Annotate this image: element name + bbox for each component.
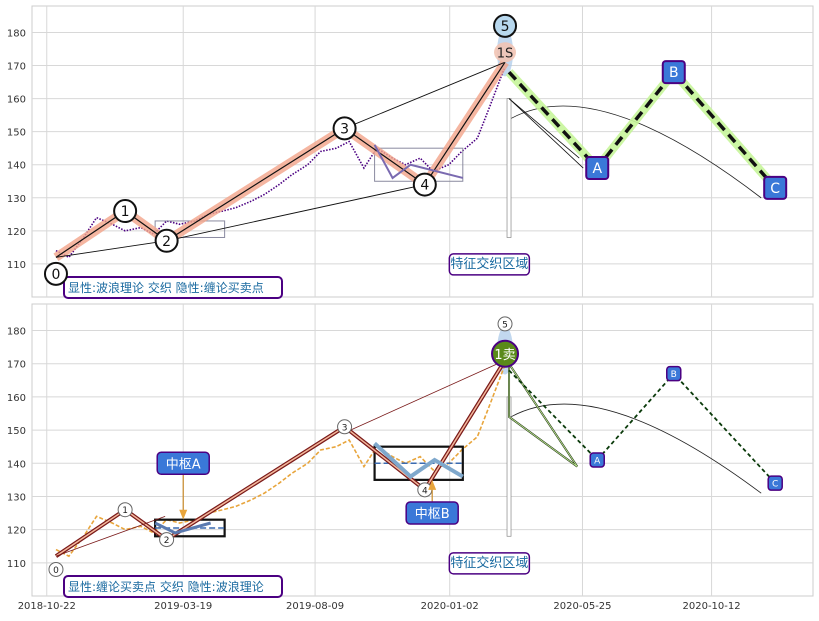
top-plot-area: [31, 5, 814, 298]
bottom-wave-channel: [55, 515, 166, 557]
top-feature-bar: [506, 98, 512, 238]
top-projection-arc: [510, 105, 762, 199]
bottom-region-label-box: [448, 552, 531, 575]
bottom-ytick-label: 140: [7, 459, 26, 470]
bottom-annotation-text: 显性:缠论买卖点 交织 隐性:波浪理论: [68, 579, 264, 594]
top-marker-label-1s: 1S: [497, 46, 514, 61]
bottom-wave-channel-b: [344, 360, 506, 434]
bottom-abc-label-A: A: [594, 456, 601, 466]
top-marker-2: [154, 228, 179, 253]
bottom-zhongshu-b-arrowhead: [428, 479, 437, 490]
bottom-ytick-label: 110: [7, 559, 26, 570]
bottom-xtick-label: 2020-01-02: [421, 601, 479, 612]
top-marker-3: [332, 116, 357, 141]
bottom-sub-wave-b: [373, 441, 464, 480]
bottom-zhongshu-a-box: [156, 451, 210, 476]
top-price-series: [55, 68, 505, 259]
bottom-ytick-label: 160: [7, 393, 26, 404]
bottom-marker-label-4: 4: [422, 486, 428, 496]
bottom-xtick-label: 2019-03-19: [154, 601, 212, 612]
top-ytick-label: 180: [7, 28, 26, 39]
top-ytick-label: 150: [7, 128, 26, 139]
top-sub-wave: [373, 144, 464, 180]
bottom-sell-triangle-inner: [508, 362, 578, 467]
top-marker-label-3: 3: [340, 121, 349, 137]
bottom-abc-box-C: [767, 475, 783, 491]
bottom-ytick-label: 180: [7, 327, 26, 338]
bottom-marker-0: [48, 561, 64, 577]
bottom-sell-label: 1卖: [494, 348, 515, 363]
bottom-ytick-label: 120: [7, 526, 26, 537]
bottom-marker-1: [117, 502, 133, 518]
top-abc-label-C: C: [770, 181, 780, 197]
bottom-abc-box-A: [589, 452, 605, 468]
bottom-abc-label-B: B: [671, 370, 677, 380]
bottom-marker-label-2: 2: [164, 536, 170, 546]
top-marker-5: [493, 13, 518, 38]
top-marker-label-5: 5: [501, 19, 510, 35]
bottom-abc-label-C: C: [772, 480, 778, 490]
bottom-marker-label-3: 3: [342, 423, 348, 433]
top-marker-label-2: 2: [162, 234, 171, 250]
bottom-ytick-label: 130: [7, 492, 26, 503]
top-marker-1s: [494, 42, 517, 63]
bottom-zhongshu-a-label: 中枢A: [166, 457, 201, 472]
bottom-sub-wave-a: [154, 521, 212, 535]
top-marker-label-4: 4: [420, 178, 429, 194]
top-wave-channel-b: [344, 61, 506, 129]
bottom-wave-inner: [55, 360, 506, 557]
top-abc-box-C: [763, 175, 788, 200]
top-abc-box-B: [661, 60, 686, 85]
bottom-xtick-label: 2020-05-25: [553, 601, 611, 612]
bottom-annotation-box: [63, 575, 283, 598]
bottom-marker-label-0: 0: [53, 566, 59, 576]
top-abc-thin-a: [508, 98, 584, 169]
top-region-label-box: [448, 253, 531, 276]
top-marker-0: [43, 261, 68, 286]
top-wave-line: [55, 61, 506, 258]
top-annotation-box: [63, 276, 283, 299]
bottom-marker-2: [159, 532, 175, 548]
bottom-sell-marker: [491, 339, 520, 368]
top-annotation-text: 显性:波浪理论 交织 隐性:缠论买卖点: [68, 280, 264, 295]
top-marker-1: [113, 199, 138, 224]
bottom-ytick-label: 170: [7, 360, 26, 371]
bottom-marker-5: [497, 316, 513, 332]
bottom-zhongshu-a-arrowhead: [179, 509, 188, 520]
bottom-marker-label-1: 1: [122, 506, 128, 516]
top-ytick-label: 170: [7, 62, 26, 73]
bottom-xtick-label: 2018-10-22: [18, 601, 76, 612]
bottom-ytick-label: 150: [7, 426, 26, 437]
bottom-plot-area: [31, 303, 814, 597]
top-ytick-label: 160: [7, 95, 26, 106]
bottom-abc-line: [508, 369, 776, 484]
top-ytick-label: 140: [7, 161, 26, 172]
top-ytick-label: 120: [7, 227, 26, 238]
bottom-marker-label-5: 5: [502, 320, 508, 330]
bottom-marker-3: [337, 419, 353, 435]
bottom-xtick-label: 2019-08-09: [286, 601, 344, 612]
top-abc-thin-b: [508, 98, 580, 159]
bottom-xtick-label: 2020-10-12: [683, 601, 741, 612]
top-marker-label-0: 0: [52, 267, 61, 283]
top-ytick-label: 130: [7, 194, 26, 205]
top-abc-box-A: [585, 156, 610, 181]
top-abc-label-B: B: [669, 65, 679, 81]
top-abc-label-A: A: [592, 161, 602, 177]
top-marker-label-1: 1: [121, 204, 130, 220]
top-ytick-label: 110: [7, 260, 26, 271]
bottom-zhongshu-b-box: [405, 501, 459, 525]
top-abc-line: [507, 69, 777, 190]
top-marker-4: [412, 172, 437, 197]
bottom-projection-arc: [510, 403, 762, 494]
bottom-region-label: 特征交织区域: [450, 555, 528, 571]
top-region-label: 特征交织区域: [450, 256, 528, 272]
bottom-zhongshu-b-label: 中枢B: [415, 507, 450, 522]
bottom-abc-box-B: [666, 365, 682, 382]
